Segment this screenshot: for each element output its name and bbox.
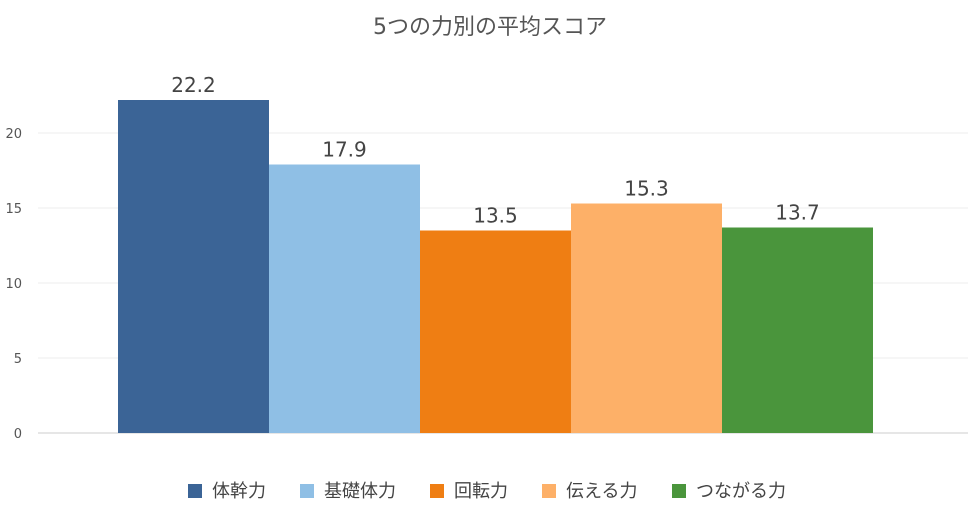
bars [118,100,873,433]
bar [571,203,722,433]
legend-swatch [188,484,202,498]
data-label: 22.2 [171,73,216,97]
legend-swatch [300,484,314,498]
chart-title: 5つの力別の平均スコア [373,15,607,40]
bar [118,100,269,433]
data-label: 13.5 [473,204,518,228]
data-label: 13.7 [775,201,820,225]
y-tick-label: 5 [14,352,22,367]
legend-label: 体幹力 [212,481,266,502]
bar [420,230,571,433]
legend-swatch [672,484,686,498]
legend-item: 伝える力 [542,481,637,502]
y-tick-label: 10 [5,277,22,292]
legend-label: 基礎体力 [324,481,396,502]
y-axis-ticks: 0 5 10 15 20 [5,127,22,442]
legend-item: 体幹力 [188,481,266,502]
legend-label: 伝える力 [566,481,637,502]
legend-swatch [542,484,556,498]
legend-item: つながる力 [672,481,786,502]
legend: 体幹力 基礎体力 回転力 伝える力 つながる力 [188,481,786,502]
data-labels: 22.2 17.9 13.5 15.3 13.7 [171,73,820,228]
y-tick-label: 20 [5,127,22,142]
y-tick-label: 15 [5,202,22,217]
bar [269,164,420,433]
legend-label: 回転力 [454,481,508,502]
y-tick-label: 0 [14,427,22,442]
data-label: 17.9 [322,138,367,162]
legend-swatch [430,484,444,498]
bar [722,227,873,433]
legend-label: つながる力 [696,481,786,502]
legend-item: 回転力 [430,481,508,502]
data-label: 15.3 [624,177,669,201]
legend-item: 基礎体力 [300,481,396,502]
